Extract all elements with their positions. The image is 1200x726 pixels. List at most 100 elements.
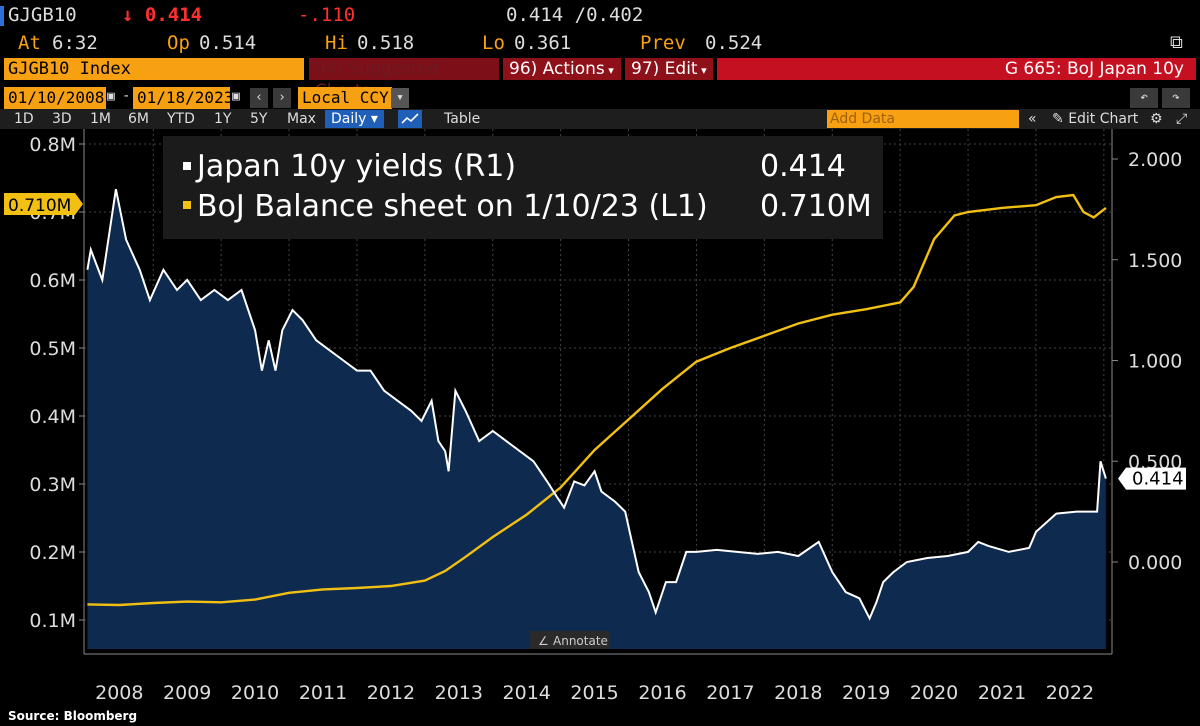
left-tick-label: 0.3M (29, 474, 76, 496)
x-tick-label: 2020 (910, 682, 958, 704)
edit-chart-label: Edit Chart (1068, 111, 1139, 127)
x-tick-label: 2009 (163, 682, 211, 704)
left-tick-label: 0.4M (29, 406, 76, 428)
period-1m[interactable]: 1M (90, 111, 111, 127)
legend: Japan 10y yields (R1) 0.414 BoJ Balance … (163, 136, 883, 239)
annotate-button[interactable]: ∠ Annotate (530, 631, 610, 649)
ticker-marker (0, 6, 4, 26)
period-1y[interactable]: 1Y (214, 111, 232, 127)
right-tick-label: 2.000 (1128, 149, 1182, 171)
end-date-input[interactable]: 01/18/2023 (133, 87, 233, 109)
right-last-label: 0.414 (1132, 469, 1184, 490)
actions-button[interactable]: 96) Actions ▾ (503, 58, 621, 80)
chevron-down-icon[interactable]: ▾ (391, 88, 409, 108)
security-field[interactable]: GJGB10 Index (4, 58, 304, 80)
x-axis: 2008 2009 2010 2011 2012 2013 2014 2015 2016 2017… (95, 682, 1094, 704)
period-5y[interactable]: 5Y (250, 111, 268, 127)
line-chart-icon[interactable] (398, 110, 422, 128)
chevron-down-icon: ▾ (604, 64, 614, 77)
frequency-label: Daily (331, 111, 367, 127)
frequency-select[interactable]: Daily ▾ (325, 110, 384, 128)
x-tick-label: 2008 (95, 682, 143, 704)
yield-line (86, 189, 1107, 621)
pencil-icon: ∠ (538, 634, 549, 648)
x-tick-label: 2011 (299, 682, 347, 704)
legend-swatch-yield (183, 162, 191, 170)
edit-chart-button[interactable]: ✎ Edit Chart (1052, 111, 1139, 127)
legend-balance-value: 0.710M (760, 189, 872, 224)
quote-bar: GJGB10 ↓ 0.414 -.110 0.414 /0.402 (0, 0, 1200, 30)
actions-label: 96) Actions (509, 59, 605, 79)
line-chart-glyph (401, 113, 419, 124)
period-ytd[interactable]: YTD (167, 111, 195, 127)
edit-button[interactable]: 97) Edit ▾ (625, 58, 713, 80)
legend-yield-name: Japan 10y yields (R1) (195, 149, 516, 184)
stats-bar: At 6:32 Op 0.514 Hi 0.518 Lo 0.361 Prev … (0, 30, 1200, 56)
left-tick-label: 0.1M (29, 610, 76, 632)
x-tick-label: 2021 (978, 682, 1026, 704)
left-tick-label: 0.2M (29, 542, 76, 564)
calendar-icon[interactable]: ▣ (232, 89, 240, 104)
legend-balance-name: BoJ Balance sheet on 1/10/23 (L1) (197, 189, 708, 224)
balance-sheet-line (87, 193, 1107, 607)
period-3d[interactable]: 3D (52, 111, 72, 127)
left-last-label: 0.710M (8, 196, 71, 216)
expand-icon[interactable]: ⤢ (1176, 111, 1188, 127)
x-tick-label: 2013 (435, 682, 483, 704)
legend-swatch-balance (183, 201, 191, 209)
x-tick-label: 2022 (1046, 682, 1094, 704)
undo-icon[interactable]: ↶ (1130, 88, 1158, 108)
at-value: 6:32 (52, 32, 98, 54)
x-tick-label: 2019 (842, 682, 890, 704)
period-max[interactable]: Max (287, 111, 316, 127)
redo-icon[interactable]: ↷ (1162, 88, 1190, 108)
prev-label: Prev (640, 32, 686, 54)
left-tick-label: 0.5M (29, 338, 76, 360)
left-tick-label: 0.6M (29, 270, 76, 292)
legend-yield-value: 0.414 (760, 149, 846, 184)
yield-area (87, 189, 1106, 649)
at-label: At (18, 32, 41, 54)
lo-label: Lo (482, 32, 505, 54)
x-tick-label: 2015 (570, 682, 618, 704)
start-date-input[interactable]: 01/10/2008 (4, 87, 106, 109)
suggested-charts-button[interactable]: 94) Suggested Charts (309, 58, 499, 101)
op-label: Op (167, 32, 190, 54)
lo-value: 0.361 (514, 32, 572, 54)
left-last-value: 0.710M (4, 193, 83, 216)
add-data-input[interactable]: Add Data (827, 110, 1019, 128)
x-tick-label: 2018 (774, 682, 822, 704)
x-tick-label: 2012 (367, 682, 415, 704)
chevron-down-icon: ▾ (697, 64, 707, 77)
left-tick-label: 0.8M (29, 134, 76, 156)
last-price: ↓ 0.414 (122, 4, 203, 26)
popout-icon[interactable]: ⧉ (1170, 32, 1183, 53)
bid-ask: 0.414 /0.402 (506, 4, 644, 26)
x-tick-label: 2014 (503, 682, 551, 704)
net-change: -.110 (298, 4, 356, 26)
period-bar: 1D 3D 1M 6M YTD 1Y 5Y Max Daily ▾ Table … (0, 109, 1200, 129)
right-tick-label: 1.500 (1128, 250, 1182, 272)
period-1d[interactable]: 1D (14, 111, 34, 127)
settings-icon[interactable]: ⚙ (1150, 111, 1163, 127)
op-value: 0.514 (199, 32, 257, 54)
edit-label: 97) Edit (631, 59, 698, 79)
x-tick-label: 2010 (231, 682, 279, 704)
left-axis: 0.1M0.2M0.3M0.4M0.5M0.6M0.7M0.8M (29, 134, 84, 632)
hi-label: Hi (325, 32, 348, 54)
next-period-button[interactable]: › (273, 88, 291, 108)
collapse-icon[interactable]: « (1028, 111, 1037, 127)
x-tick-label: 2016 (638, 682, 686, 704)
currency-select[interactable]: Local CCY (298, 87, 392, 109)
prev-value: 0.524 (705, 32, 763, 54)
function-bar: GJGB10 Index 94) Suggested Charts 96) Ac… (0, 57, 1200, 101)
ticker: GJGB10 (8, 4, 77, 26)
calendar-icon[interactable]: ▣ (107, 89, 115, 104)
period-6m[interactable]: 6M (128, 111, 149, 127)
right-tick-label: 0.000 (1128, 552, 1182, 574)
x-tick-label: 2017 (706, 682, 754, 704)
table-button[interactable]: Table (444, 111, 481, 127)
date-separator: - (122, 88, 131, 104)
prev-period-button[interactable]: ‹ (250, 88, 268, 108)
